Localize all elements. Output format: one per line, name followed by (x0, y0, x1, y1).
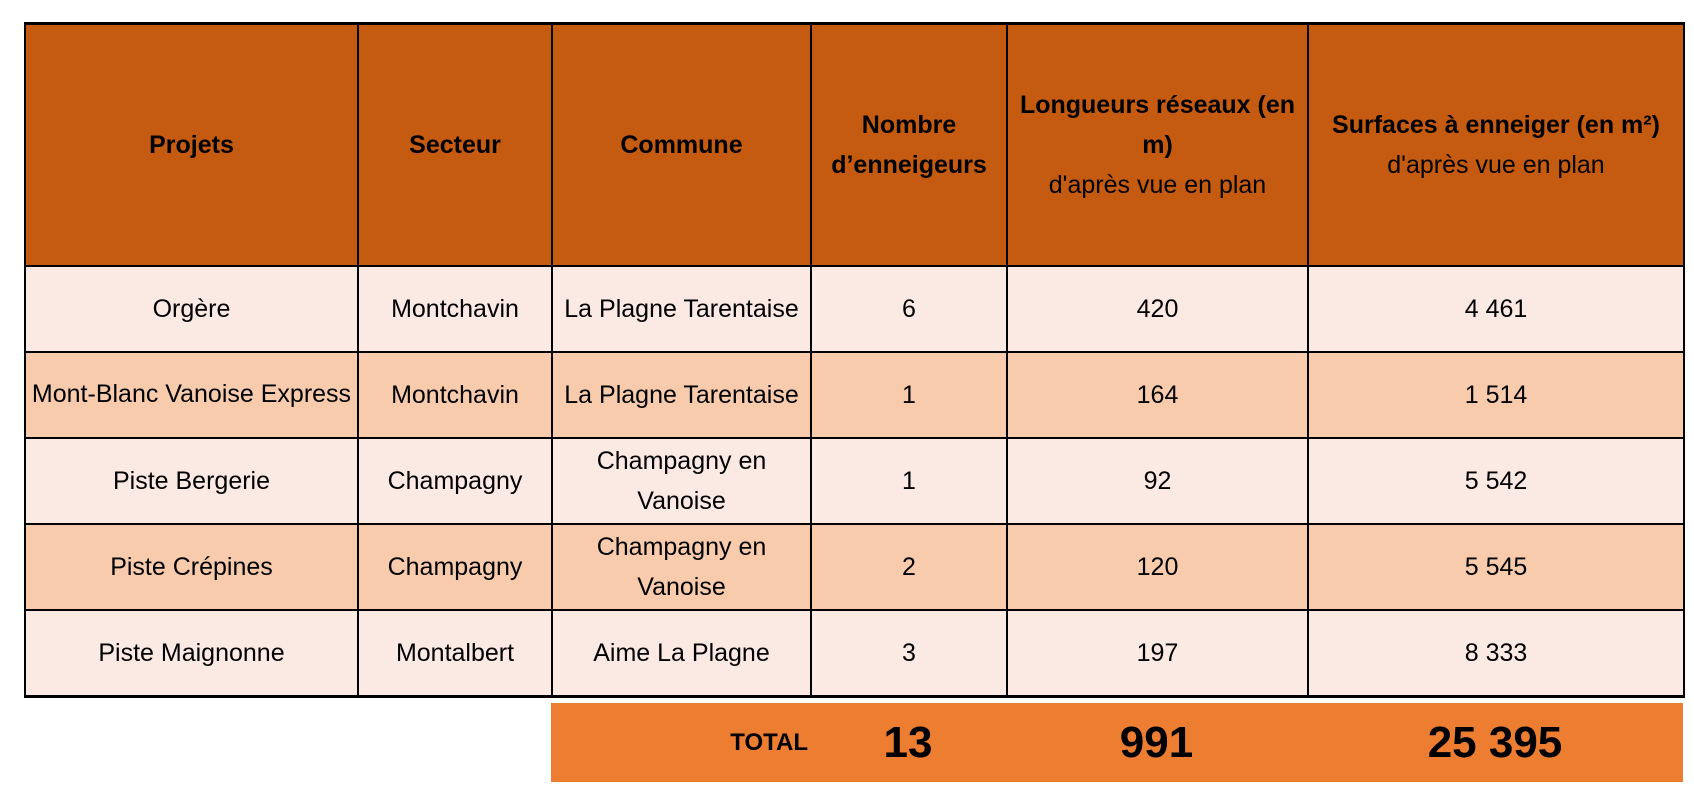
cell-secteur: Champagny (357, 523, 553, 611)
total-nombre: 13 (883, 717, 933, 767)
cell-longueur: 197 (1006, 609, 1309, 698)
table-row: Mont-Blanc Vanoise Express Montchavin La… (24, 351, 1685, 439)
col-header-commune: Commune (551, 22, 812, 267)
col-header-longueurs: Longueurs réseaux (en m) d'après vue en p… (1006, 22, 1309, 267)
cell-secteur: Montchavin (357, 265, 553, 353)
col-header-secteur: Secteur (357, 22, 553, 267)
cell-secteur: Montchavin (357, 351, 553, 439)
cell-nombre: 1 (810, 437, 1008, 525)
total-label-text: TOTAL (730, 728, 808, 756)
header-row: Projets Secteur Commune Nombre d’enneige… (24, 22, 1685, 267)
longueurs-label: Longueurs réseaux (en m) (1019, 91, 1296, 159)
total-row: TOTAL 13 991 25 395 (551, 703, 1683, 782)
surfaces-sublabel: d'après vue en plan (1387, 151, 1605, 179)
cell-surface: 5 542 (1307, 437, 1685, 525)
cell-projet: Piste Bergerie (24, 437, 359, 525)
col-header-projets: Projets (24, 22, 359, 267)
cell-commune: La Plagne Tarentaise (551, 265, 812, 353)
cell-secteur: Champagny (357, 437, 553, 525)
cell-longueur: 164 (1006, 351, 1309, 439)
surfaces-label: Surfaces à enneiger (en m²) (1332, 111, 1660, 139)
cell-longueur: 120 (1006, 523, 1309, 611)
cell-commune: Aime La Plagne (551, 609, 812, 698)
cell-commune: La Plagne Tarentaise (551, 351, 812, 439)
cell-projet: Piste Maignonne (24, 609, 359, 698)
cell-commune: Champagny en Vanoise (551, 437, 812, 525)
cell-projet: Piste Crépines (24, 523, 359, 611)
cell-projet: Mont-Blanc Vanoise Express (24, 351, 359, 439)
col-header-nombre: Nombre d’enneigeurs (810, 22, 1008, 267)
table-row: Piste Bergerie Champagny Champagny en Va… (24, 437, 1685, 525)
col-header-surfaces: Surfaces à enneiger (en m²) d'après vue e… (1307, 22, 1685, 267)
table-row: Orgère Montchavin La Plagne Tarentaise 6… (24, 265, 1685, 353)
table-row: Piste Crépines Champagny Champagny en Va… (24, 523, 1685, 611)
longueurs-sublabel: d'après vue en plan (1048, 171, 1267, 199)
cell-projet: Orgère (24, 265, 359, 353)
cell-surface: 5 545 (1307, 523, 1685, 611)
cell-nombre: 1 (810, 351, 1008, 439)
table-row: Piste Maignonne Montalbert Aime La Plagn… (24, 609, 1685, 698)
cell-surface: 4 461 (1307, 265, 1685, 353)
cell-surface: 1 514 (1307, 351, 1685, 439)
total-surface: 25 395 (1427, 717, 1563, 767)
total-longueur: 991 (1119, 717, 1194, 767)
cell-longueur: 420 (1006, 265, 1309, 353)
cell-longueur: 92 (1006, 437, 1309, 525)
cell-nombre: 3 (810, 609, 1008, 698)
cell-nombre: 6 (810, 265, 1008, 353)
cell-secteur: Montalbert (357, 609, 553, 698)
cell-commune: Champagny en Vanoise (551, 523, 812, 611)
cell-surface: 8 333 (1307, 609, 1685, 698)
snowmaking-projects-table: Projets Secteur Commune Nombre d’enneige… (24, 22, 1685, 698)
total-label: TOTAL (551, 703, 810, 782)
cell-nombre: 2 (810, 523, 1008, 611)
